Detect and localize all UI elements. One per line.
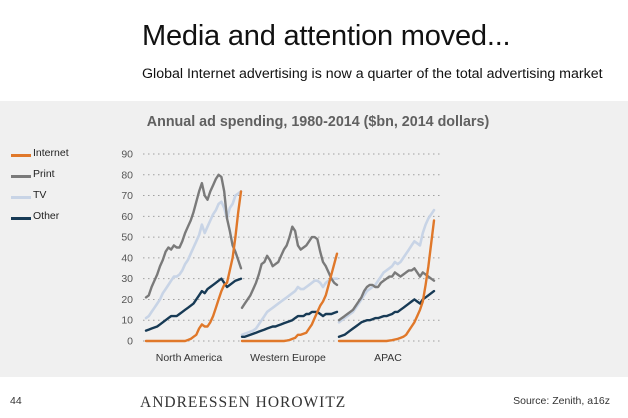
slide-subtitle: Global Internet advertising is now a qua… — [142, 66, 603, 82]
legend-swatch-tv — [11, 196, 31, 199]
legend-label-internet: Internet — [33, 147, 69, 159]
y-tick-label: 80 — [121, 169, 133, 181]
y-tick-label: 90 — [121, 149, 133, 161]
y-tick-label: 70 — [121, 190, 133, 202]
chart-panel — [0, 101, 628, 377]
y-tick-label: 10 — [121, 315, 133, 327]
page-number: 44 — [10, 395, 22, 407]
series-line-other — [240, 310, 339, 338]
series-line-internet — [337, 219, 436, 343]
legend-label-tv: TV — [33, 189, 47, 201]
y-tick-label: 50 — [121, 232, 133, 244]
legend-swatch-internet — [11, 154, 31, 157]
y-tick-label: 60 — [121, 211, 133, 223]
x-category-label: North America — [156, 352, 223, 364]
series-line-print — [240, 225, 339, 309]
series-line-print — [144, 173, 243, 299]
series-line-internet — [144, 190, 243, 343]
x-category-label: APAC — [374, 352, 402, 364]
source-note: Source: Zenith, a16z — [513, 395, 610, 407]
series-line-tv — [240, 277, 339, 337]
series-line-print — [337, 267, 436, 322]
y-tick-label: 20 — [121, 294, 133, 306]
legend-label-other: Other — [33, 210, 60, 222]
slide-title: Media and attention moved... — [142, 20, 511, 52]
legend-swatch-other — [11, 217, 31, 220]
series-line-other — [337, 289, 436, 338]
series-line-other — [144, 277, 243, 332]
series-line-tv — [337, 208, 436, 324]
legend-swatch-print — [11, 175, 31, 178]
x-category-label: Western Europe — [250, 352, 326, 364]
y-tick-label: 30 — [121, 273, 133, 285]
y-tick-label: 40 — [121, 252, 133, 264]
brand-logo-text: ANDREESSEN HOROWITZ — [140, 394, 347, 411]
legend-label-print: Print — [33, 168, 55, 180]
y-tick-label: 0 — [127, 336, 133, 348]
series-line-internet — [240, 252, 339, 343]
chart-title: Annual ad spending, 1980-2014 ($bn, 2014… — [146, 114, 490, 130]
